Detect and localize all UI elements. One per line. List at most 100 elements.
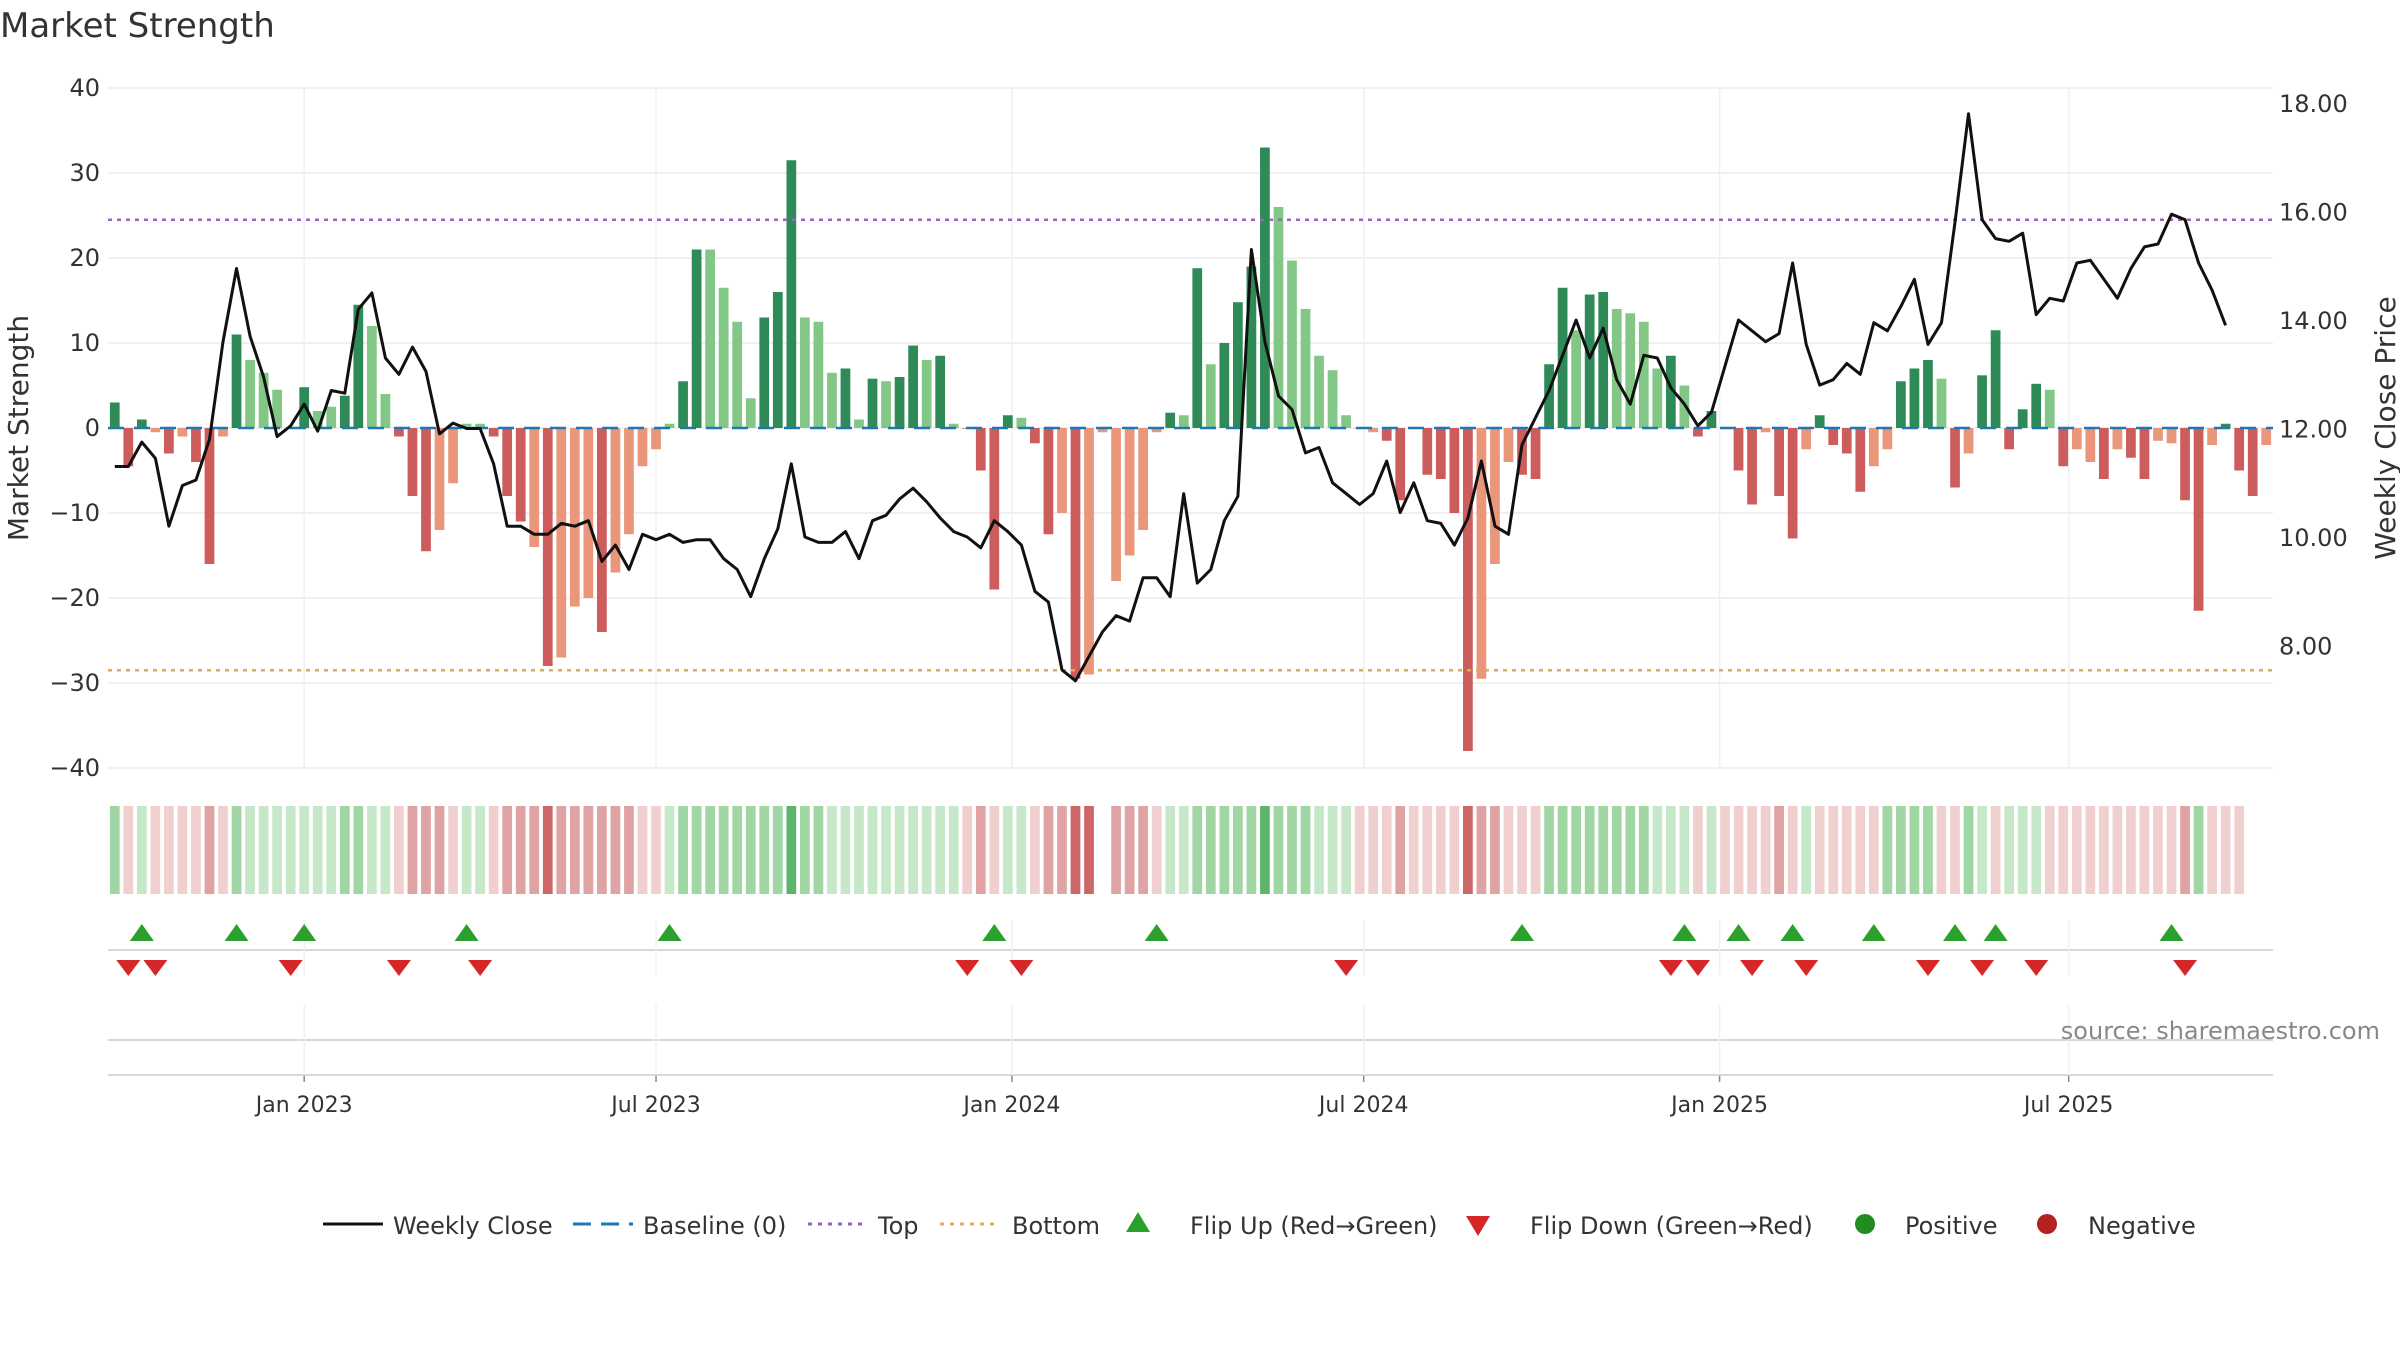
heat-cell (1232, 806, 1243, 894)
heat-cell (624, 806, 634, 894)
strength-bar (1801, 428, 1812, 450)
strength-bar (1232, 302, 1243, 428)
strength-bar (678, 381, 688, 428)
heat-cell (1016, 806, 1027, 894)
strength-bar (150, 428, 161, 433)
flip-down-marker (143, 960, 168, 976)
heat-cell (272, 806, 283, 894)
strength-bar (312, 411, 323, 428)
strength-bar (2139, 428, 2150, 479)
strength-bar (1300, 309, 1311, 428)
heat-cell (502, 806, 513, 894)
strength-bar (2071, 428, 2082, 450)
heat-cell (380, 806, 391, 894)
heat-cell (1774, 806, 1784, 894)
strength-bar (529, 428, 540, 547)
y-tick-label: 40 (69, 74, 100, 102)
heat-cell (935, 806, 946, 894)
heat-cell (258, 806, 269, 894)
strength-bar (583, 428, 594, 598)
weekly-close-line (114, 112, 2228, 683)
y-tick-label: 20 (69, 244, 100, 272)
strength-bar (502, 428, 513, 496)
legend-weekly-close: Weekly Close (393, 1212, 553, 1240)
heat-cell (488, 806, 499, 894)
heat-cell (1855, 806, 1866, 894)
strength-bar (989, 428, 1000, 590)
heat-cell (1165, 806, 1176, 894)
heat-cell (312, 806, 323, 894)
weekly-close-path (114, 112, 2228, 683)
heat-cell (962, 806, 973, 894)
flip-down-marker (1970, 960, 1995, 976)
flip-up-marker (1943, 924, 1968, 941)
heat-cell (2166, 806, 2177, 894)
heat-cell (448, 806, 458, 894)
strength-bar (1990, 330, 2001, 428)
strength-bar (475, 423, 485, 428)
strength-bar (1449, 428, 1460, 513)
legend-negative: Negative (2088, 1212, 2196, 1240)
heat-cell (1435, 806, 1446, 894)
strength-bar (948, 423, 959, 428)
flip-down-marker (1740, 960, 1765, 976)
legend-positive: Positive (1905, 1212, 1998, 1240)
heat-cell (786, 806, 797, 894)
heat-cell (1706, 806, 1717, 894)
strength-bar (245, 360, 255, 428)
strength-bar (1625, 313, 1636, 428)
strength-bar (164, 428, 174, 454)
flip-up-marker (657, 924, 682, 941)
heat-cell (1490, 806, 1500, 894)
flip-down-marker (1009, 960, 1034, 976)
axes: 40 30 20 10 0 −10 −20 −30 −40 18.00 16.00 14.00 12.0… (49, 74, 2347, 1118)
heat-cell (204, 806, 215, 894)
heat-cell (1693, 806, 1703, 894)
strength-bar (1598, 292, 1609, 428)
heat-cell (1030, 806, 1040, 894)
strength-bar (1490, 428, 1500, 564)
heat-cell (1084, 806, 1094, 894)
strength-bar (434, 428, 445, 530)
heat-cell (881, 806, 891, 894)
heat-cell (1679, 806, 1690, 894)
strength-bar (218, 428, 228, 437)
heat-cell (475, 806, 485, 894)
strength-bar (1733, 428, 1744, 471)
heat-cell (1341, 806, 1351, 894)
strength-bar (921, 360, 932, 428)
strength-bar (2058, 428, 2069, 467)
flip-up-marker (454, 924, 479, 941)
strength-bar (1665, 355, 1676, 428)
strength-bar (2261, 428, 2272, 445)
strength-bar (1584, 294, 1595, 428)
strength-bar (1652, 368, 1663, 428)
heat-cell (637, 806, 648, 894)
flip-up-marker (292, 924, 317, 941)
heat-cell (1070, 806, 1081, 894)
heat-cell (177, 806, 188, 894)
heat-cell (718, 806, 729, 894)
strength-bar (2044, 389, 2055, 428)
strength-bar (1571, 330, 1582, 428)
heat-cell (1652, 806, 1663, 894)
strength-bar (2180, 428, 2190, 501)
heat-cell (691, 806, 702, 894)
strength-bar (2207, 428, 2217, 445)
flip-up-marker (129, 924, 154, 941)
heat-cell (2180, 806, 2190, 894)
strength-bar (881, 381, 891, 428)
strength-bar (177, 428, 188, 437)
strength-bar (799, 317, 810, 428)
x-tick-label: Jul 2024 (1317, 1093, 1409, 1118)
flip-up-marker (1726, 924, 1751, 941)
flip-up-marker (2159, 924, 2184, 941)
heat-cell (339, 806, 350, 894)
heat-cell (1841, 806, 1852, 894)
strength-bar (610, 428, 621, 573)
strength-bar (1963, 428, 1974, 454)
flip-down-marker (116, 960, 141, 976)
y-axis-right-label: Weekly Close Price (2369, 296, 2400, 559)
strength-bar (1192, 268, 1203, 428)
y-tick-label: −10 (49, 499, 100, 527)
